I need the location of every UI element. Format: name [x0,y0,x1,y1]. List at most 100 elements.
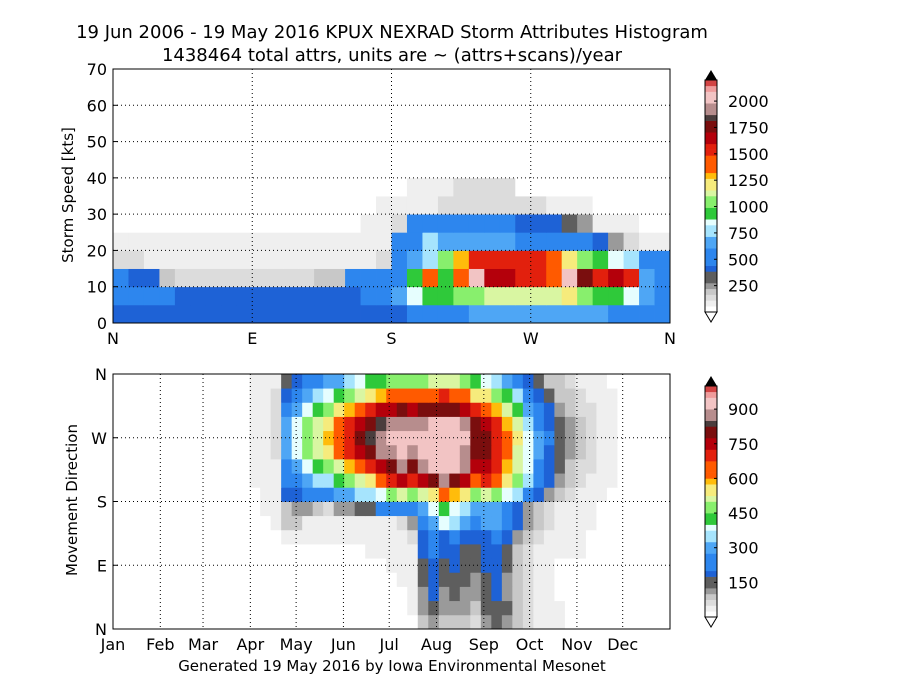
top-heatmap-cell [345,250,361,269]
bottom-heatmap-cell [281,558,293,573]
top-heatmap-cell [391,105,408,124]
bottom-heatmap-cell [302,430,314,446]
bottom-heatmap-cell [396,416,408,432]
top-heatmap-cell [283,159,300,179]
bottom-heatmap-cell [501,487,513,502]
bottom-heatmap-cell [533,459,545,474]
top-heatmap-cell [608,286,624,306]
top-colorbar-swatch [705,242,717,249]
top-heatmap-cell [113,286,129,306]
top-heatmap-cell [298,123,315,142]
bottom-heatmap-cell [207,416,219,432]
top-heatmap-cell [639,69,655,88]
top-heatmap-cell [515,141,532,161]
bottom-heatmap-cell [197,459,208,474]
top-heatmap-cell [515,105,532,124]
bottom-heatmap-cell [417,444,429,460]
top-heatmap-cell [468,87,485,106]
top-heatmap-cell [546,141,563,161]
bottom-heatmap-cell [281,501,293,517]
top-heatmap-cell [345,286,361,306]
top-heatmap-cell [422,232,439,251]
top-heatmap-cell [592,286,609,306]
bottom-heatmap-cell [617,444,629,460]
top-heatmap-cell [654,268,671,288]
top-heatmap-cell [128,214,145,233]
bottom-colorbar-swatch [705,472,717,479]
bottom-heatmap-cell [491,544,503,559]
bottom-heatmap-cell [249,501,261,517]
bottom-heatmap-cell [480,515,492,531]
bottom-colorbar-tick-label: 900 [728,400,759,419]
top-colorbar-swatch [705,149,717,156]
bottom-heatmap-cell [449,544,461,559]
bottom-heatmap-cell [585,501,597,517]
bottom-heatmap-cell [554,572,566,587]
bottom-heatmap-cell [365,388,377,403]
bottom-heatmap-cell [564,459,576,474]
bottom-heatmap-cell [239,501,251,517]
bottom-heatmap-cell [575,388,587,403]
bottom-heatmap-cell [554,614,566,630]
bottom-heatmap-cell [386,501,398,517]
top-heatmap-cell [360,232,377,251]
top-heatmap-cell [515,304,532,324]
bottom-heatmap-cell [501,515,513,531]
bottom-heatmap-cell [323,529,335,545]
bottom-x-tick-label: Dec [607,635,638,654]
bottom-heatmap-cell [459,515,471,531]
bottom-heatmap-cell [617,529,629,545]
top-heatmap-cell [546,105,563,124]
bottom-heatmap-cell [312,614,324,630]
bottom-heatmap-cell [428,487,440,502]
top-heatmap-cell [592,304,609,324]
top-heatmap-cell [453,232,470,251]
bottom-colorbar-swatch [705,593,717,600]
top-heatmap-cell [577,250,594,269]
bottom-heatmap-cell [596,515,608,531]
bottom-heatmap-cell [417,374,429,389]
top-heatmap-cell [453,69,470,88]
top-heatmap-cell [499,214,516,233]
bottom-heatmap-cell [302,374,314,389]
bottom-heatmap-cell [354,529,366,545]
top-heatmap-cell [592,123,609,142]
bottom-heatmap-cell [533,501,545,517]
bottom-heatmap-cell [480,430,492,446]
bottom-heatmap-cell [533,416,545,432]
top-heatmap-cell [561,105,578,124]
bottom-heatmap-cell [281,430,293,446]
top-heatmap-cell [267,159,284,179]
bottom-heatmap-cell [417,558,429,573]
bottom-heatmap-cell [197,374,208,389]
top-heatmap-cell [376,268,392,288]
top-colorbar-swatch [705,80,717,87]
bottom-heatmap-cell [564,416,576,432]
bottom-heatmap-cell [281,473,293,488]
top-heatmap-cell [314,123,331,142]
bottom-heatmap-cell [470,430,482,446]
top-heatmap-cell [174,214,191,233]
top-heatmap-cell [546,304,563,324]
top-heatmap-cell [484,69,501,88]
bottom-heatmap-cell [365,501,377,517]
bottom-heatmap-cell [134,473,145,488]
bottom-heatmap-cell [543,459,555,474]
top-heatmap-cell [406,232,423,251]
bottom-heatmap-cell [522,374,534,389]
top-heatmap-cell [221,286,238,306]
top-heatmap-cell [639,87,655,106]
bottom-heatmap-cell [344,487,356,502]
bottom-heatmap-cell [459,600,471,616]
bottom-heatmap-cell [396,487,408,502]
bottom-heatmap-cell [638,444,650,460]
top-heatmap-cell [128,304,145,324]
bottom-heatmap-cell [606,416,618,432]
top-heatmap-cell [437,123,454,142]
bottom-heatmap-cell [134,459,145,474]
bottom-x-tick-label: Jul [379,635,399,654]
bottom-heatmap-cell [144,402,156,417]
top-heatmap-cell [329,196,346,215]
top-heatmap-cell [391,214,408,233]
bottom-heatmap-cell [333,572,345,587]
